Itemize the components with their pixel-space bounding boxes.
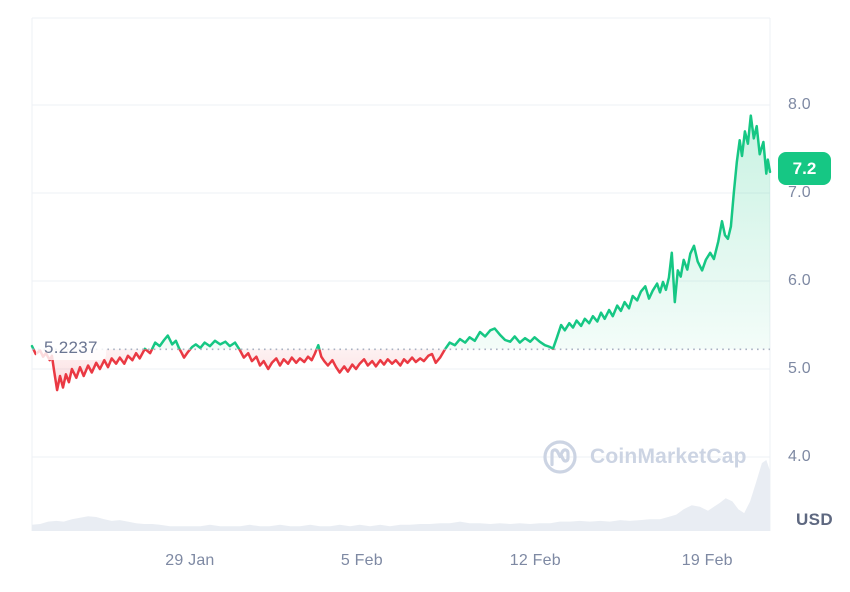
price-layer bbox=[30, 114, 772, 392]
grid-layer bbox=[31, 17, 771, 531]
volume-layer bbox=[32, 460, 770, 531]
